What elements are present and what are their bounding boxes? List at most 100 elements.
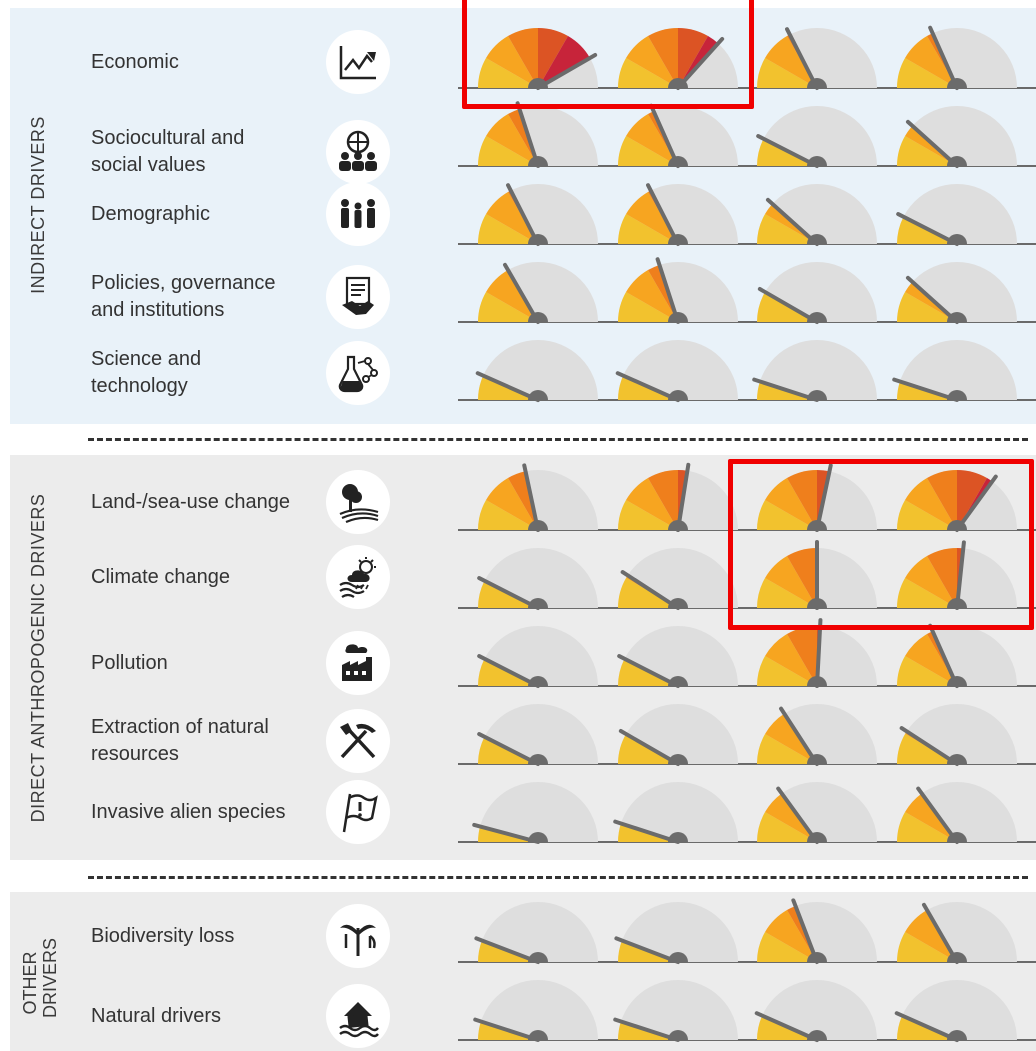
gauge-segment <box>508 108 538 166</box>
gauge-needle <box>756 134 819 168</box>
gauge-needle <box>752 377 819 402</box>
gauge-needle <box>815 618 823 688</box>
gauge <box>478 183 598 246</box>
driver-label: Policies, governance and institutions <box>91 270 276 324</box>
gauge-segment <box>648 470 678 530</box>
gauge-needle <box>646 183 680 246</box>
gauge <box>752 340 877 402</box>
gauge-segment <box>757 932 817 962</box>
gauge-needle <box>477 732 540 766</box>
gauge-segment <box>478 58 538 88</box>
gauge-hub <box>807 952 827 962</box>
gauge-hub <box>807 676 827 686</box>
gauge-segment <box>626 270 678 322</box>
gauge <box>618 257 738 324</box>
gauge-segment <box>757 656 817 686</box>
gauge-hub <box>947 832 967 842</box>
gauge-segment <box>905 556 957 608</box>
gauge <box>618 183 738 246</box>
gauge-segment <box>897 500 957 530</box>
gauge-segment <box>618 292 678 322</box>
gauge-segment <box>486 114 538 166</box>
gauge-segment <box>757 214 817 244</box>
gauge-segment <box>787 470 817 530</box>
gauge-hub <box>528 832 548 842</box>
gauge-segment <box>618 136 678 166</box>
gauge-hub <box>528 1030 548 1040</box>
driver-label-line: Pollution <box>91 651 168 674</box>
gauge-segment <box>478 292 538 322</box>
gauge-needle <box>472 822 540 844</box>
gauge <box>897 540 1017 610</box>
gauge-segment <box>678 28 708 88</box>
gauge-segment <box>508 471 538 530</box>
gauge <box>756 106 877 168</box>
gauge-segment <box>486 270 538 322</box>
gauge-hub <box>668 520 688 530</box>
gauge-hub <box>668 312 688 322</box>
row-baseline <box>458 961 1036 963</box>
gauge-hub <box>807 312 827 322</box>
gauge-segment <box>618 500 678 530</box>
gauge <box>478 28 598 90</box>
gauge-hub <box>807 234 827 244</box>
gauge <box>896 184 1017 246</box>
gauge-hub <box>947 78 967 88</box>
gauge-hub <box>668 234 688 244</box>
gauge-needle <box>620 570 680 610</box>
driver-label: Natural drivers <box>91 1003 221 1030</box>
gauge-needle <box>955 474 998 532</box>
driver-label: Demographic <box>91 201 210 228</box>
driver-label-line: Climate change <box>91 565 230 588</box>
gauge <box>897 25 1017 90</box>
gauge-hub <box>668 832 688 842</box>
gauge-needle <box>503 262 540 324</box>
row-baseline <box>458 1039 1036 1041</box>
gauge-hub <box>807 78 827 88</box>
gauge-hub <box>668 390 688 400</box>
gauge-needle <box>615 371 680 402</box>
gauge <box>757 262 877 324</box>
gauge-hub <box>528 234 548 244</box>
driver-label: Economic <box>91 49 179 76</box>
gauge-needle <box>477 654 540 688</box>
gauge-segment <box>905 634 957 686</box>
plant-icon <box>326 904 390 968</box>
gauge-needle <box>922 902 959 964</box>
gauge-hub <box>807 754 827 764</box>
driver-label: Pollution <box>91 650 168 677</box>
gauge <box>618 462 738 532</box>
gauge-hub <box>528 78 548 88</box>
gauge-segment <box>626 114 678 166</box>
gauge <box>478 101 598 168</box>
gauge-needle <box>477 576 540 610</box>
gauge-segment <box>757 734 817 764</box>
gauge-segment <box>765 556 817 608</box>
driver-label-line: technology <box>91 375 188 397</box>
gauge-segment <box>905 793 957 842</box>
gauge-hub <box>807 156 827 166</box>
gauge-needle <box>779 706 819 766</box>
tree-land-icon <box>326 470 390 534</box>
driver-label: Biodiversity loss <box>91 923 234 950</box>
gauge-segment <box>765 910 817 962</box>
row-baseline <box>458 321 1036 323</box>
gauge-segment <box>765 713 817 764</box>
gauge-segment <box>787 626 817 686</box>
gauge-segment <box>757 58 817 88</box>
gauge-hub <box>947 1030 967 1040</box>
gauge-segment <box>905 478 957 530</box>
row-baseline <box>458 763 1036 765</box>
row-baseline <box>458 685 1036 687</box>
driver-label: Invasive alien species <box>91 799 286 826</box>
gauge <box>897 902 1017 964</box>
gauge-segment <box>765 36 817 88</box>
gauge-needle <box>765 197 819 246</box>
gauge-needle <box>649 103 680 168</box>
gauge-segment <box>648 28 678 88</box>
gauge <box>613 782 738 844</box>
gauge <box>477 548 598 610</box>
gauge-segment <box>538 36 590 88</box>
gauge-needle <box>676 462 691 532</box>
row-baseline <box>458 607 1036 609</box>
